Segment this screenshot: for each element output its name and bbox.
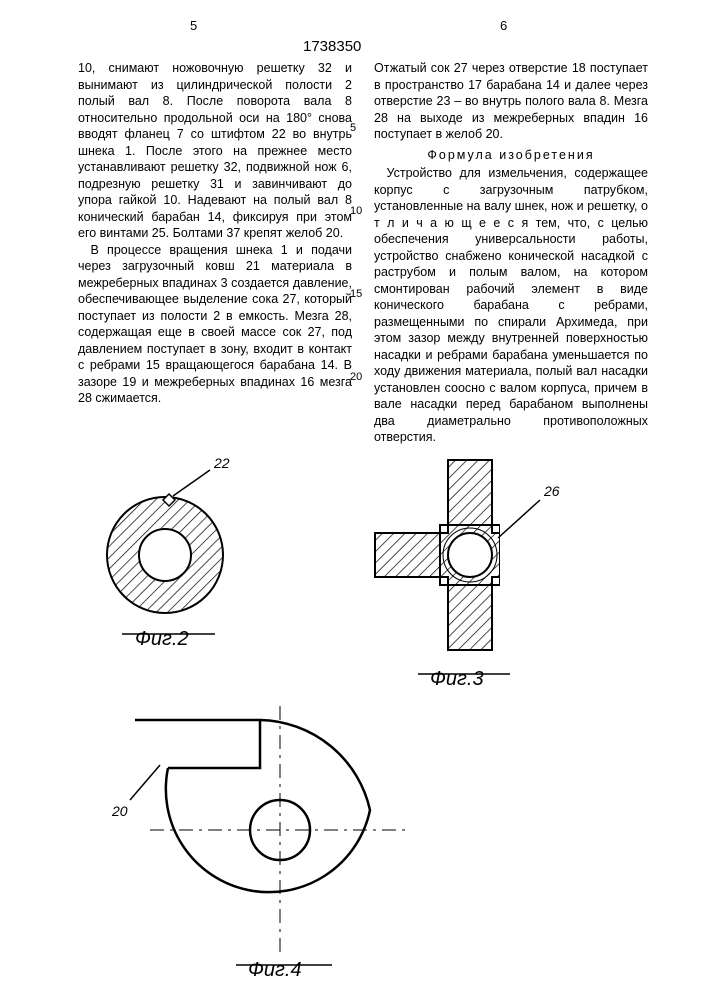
- left-column: 10, снимают ножовочную решетку 32 и выни…: [78, 60, 352, 446]
- line-mark-20: 20: [350, 371, 362, 383]
- fig2-label: Фиг.2: [135, 628, 189, 650]
- fig4-callout: 20: [111, 803, 128, 819]
- fig4-label: Фиг.4: [248, 959, 302, 981]
- fig2-callout: 22: [213, 455, 230, 471]
- text-columns: 10, снимают ножовочную решетку 32 и выни…: [78, 60, 648, 446]
- right-column: Отжатый сок 27 через отверстие 18 поступ…: [374, 60, 648, 446]
- patent-number: 1738350: [303, 38, 361, 55]
- right-p1: Отжатый сок 27 через отверстие 18 поступ…: [374, 60, 648, 143]
- fig4: 20 Фиг.4: [111, 706, 410, 981]
- line-mark-15: 15: [350, 288, 362, 300]
- left-p1: 10, снимают ножовочную решетку 32 и выни…: [78, 60, 352, 242]
- fig3: 26 Фиг.3: [375, 460, 565, 690]
- figures-area: 22 Фиг.2 26 Фиг.3: [0, 440, 707, 1000]
- left-p2: В процессе вращения шнека 1 и подачи чер…: [78, 242, 352, 407]
- right-p2: Устройство для измельчения, содержащее к…: [374, 165, 648, 446]
- page-number-right: 6: [500, 18, 507, 33]
- fig3-callout: 26: [543, 483, 560, 499]
- line-mark-5: 5: [350, 122, 356, 134]
- fig2: 22 Фиг.2: [100, 455, 240, 650]
- fig3-label: Фиг.3: [430, 668, 484, 690]
- formula-heading: Формула изобретения: [374, 147, 648, 164]
- page-number-left: 5: [190, 18, 197, 33]
- line-mark-10: 10: [350, 205, 362, 217]
- figures-svg: 22 Фиг.2 26 Фиг.3: [0, 440, 707, 1000]
